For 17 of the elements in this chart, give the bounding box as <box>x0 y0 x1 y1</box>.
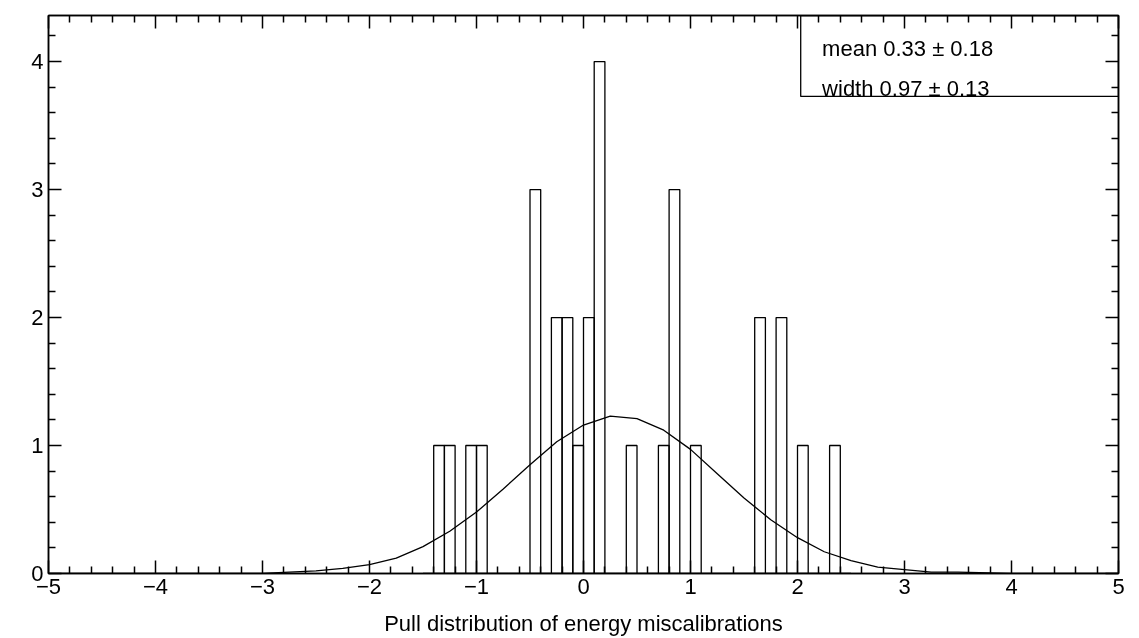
y-tick-label: 3 <box>31 177 44 203</box>
y-tick-label: 1 <box>31 433 44 459</box>
x-tick-label: 3 <box>898 573 911 599</box>
x-tick-label: −3 <box>249 573 276 599</box>
annotation: width 0.97 ± 0.13 <box>821 75 990 101</box>
x-tick-label: 5 <box>1112 573 1125 599</box>
x-tick-label: −4 <box>142 573 169 599</box>
x-axis-title: Pull distribution of energy miscalibrations <box>384 610 783 636</box>
x-tick-label: −2 <box>356 573 383 599</box>
x-tick-label: −1 <box>463 573 490 599</box>
y-tick-label: 4 <box>31 49 44 75</box>
x-tick-label: 4 <box>1005 573 1018 599</box>
x-tick-label: 2 <box>791 573 804 599</box>
y-tick-label: 2 <box>31 305 44 331</box>
x-tick-label: 0 <box>577 573 590 599</box>
annotation: mean 0.33 ± 0.18 <box>822 36 994 62</box>
x-tick-label: 1 <box>684 573 697 599</box>
